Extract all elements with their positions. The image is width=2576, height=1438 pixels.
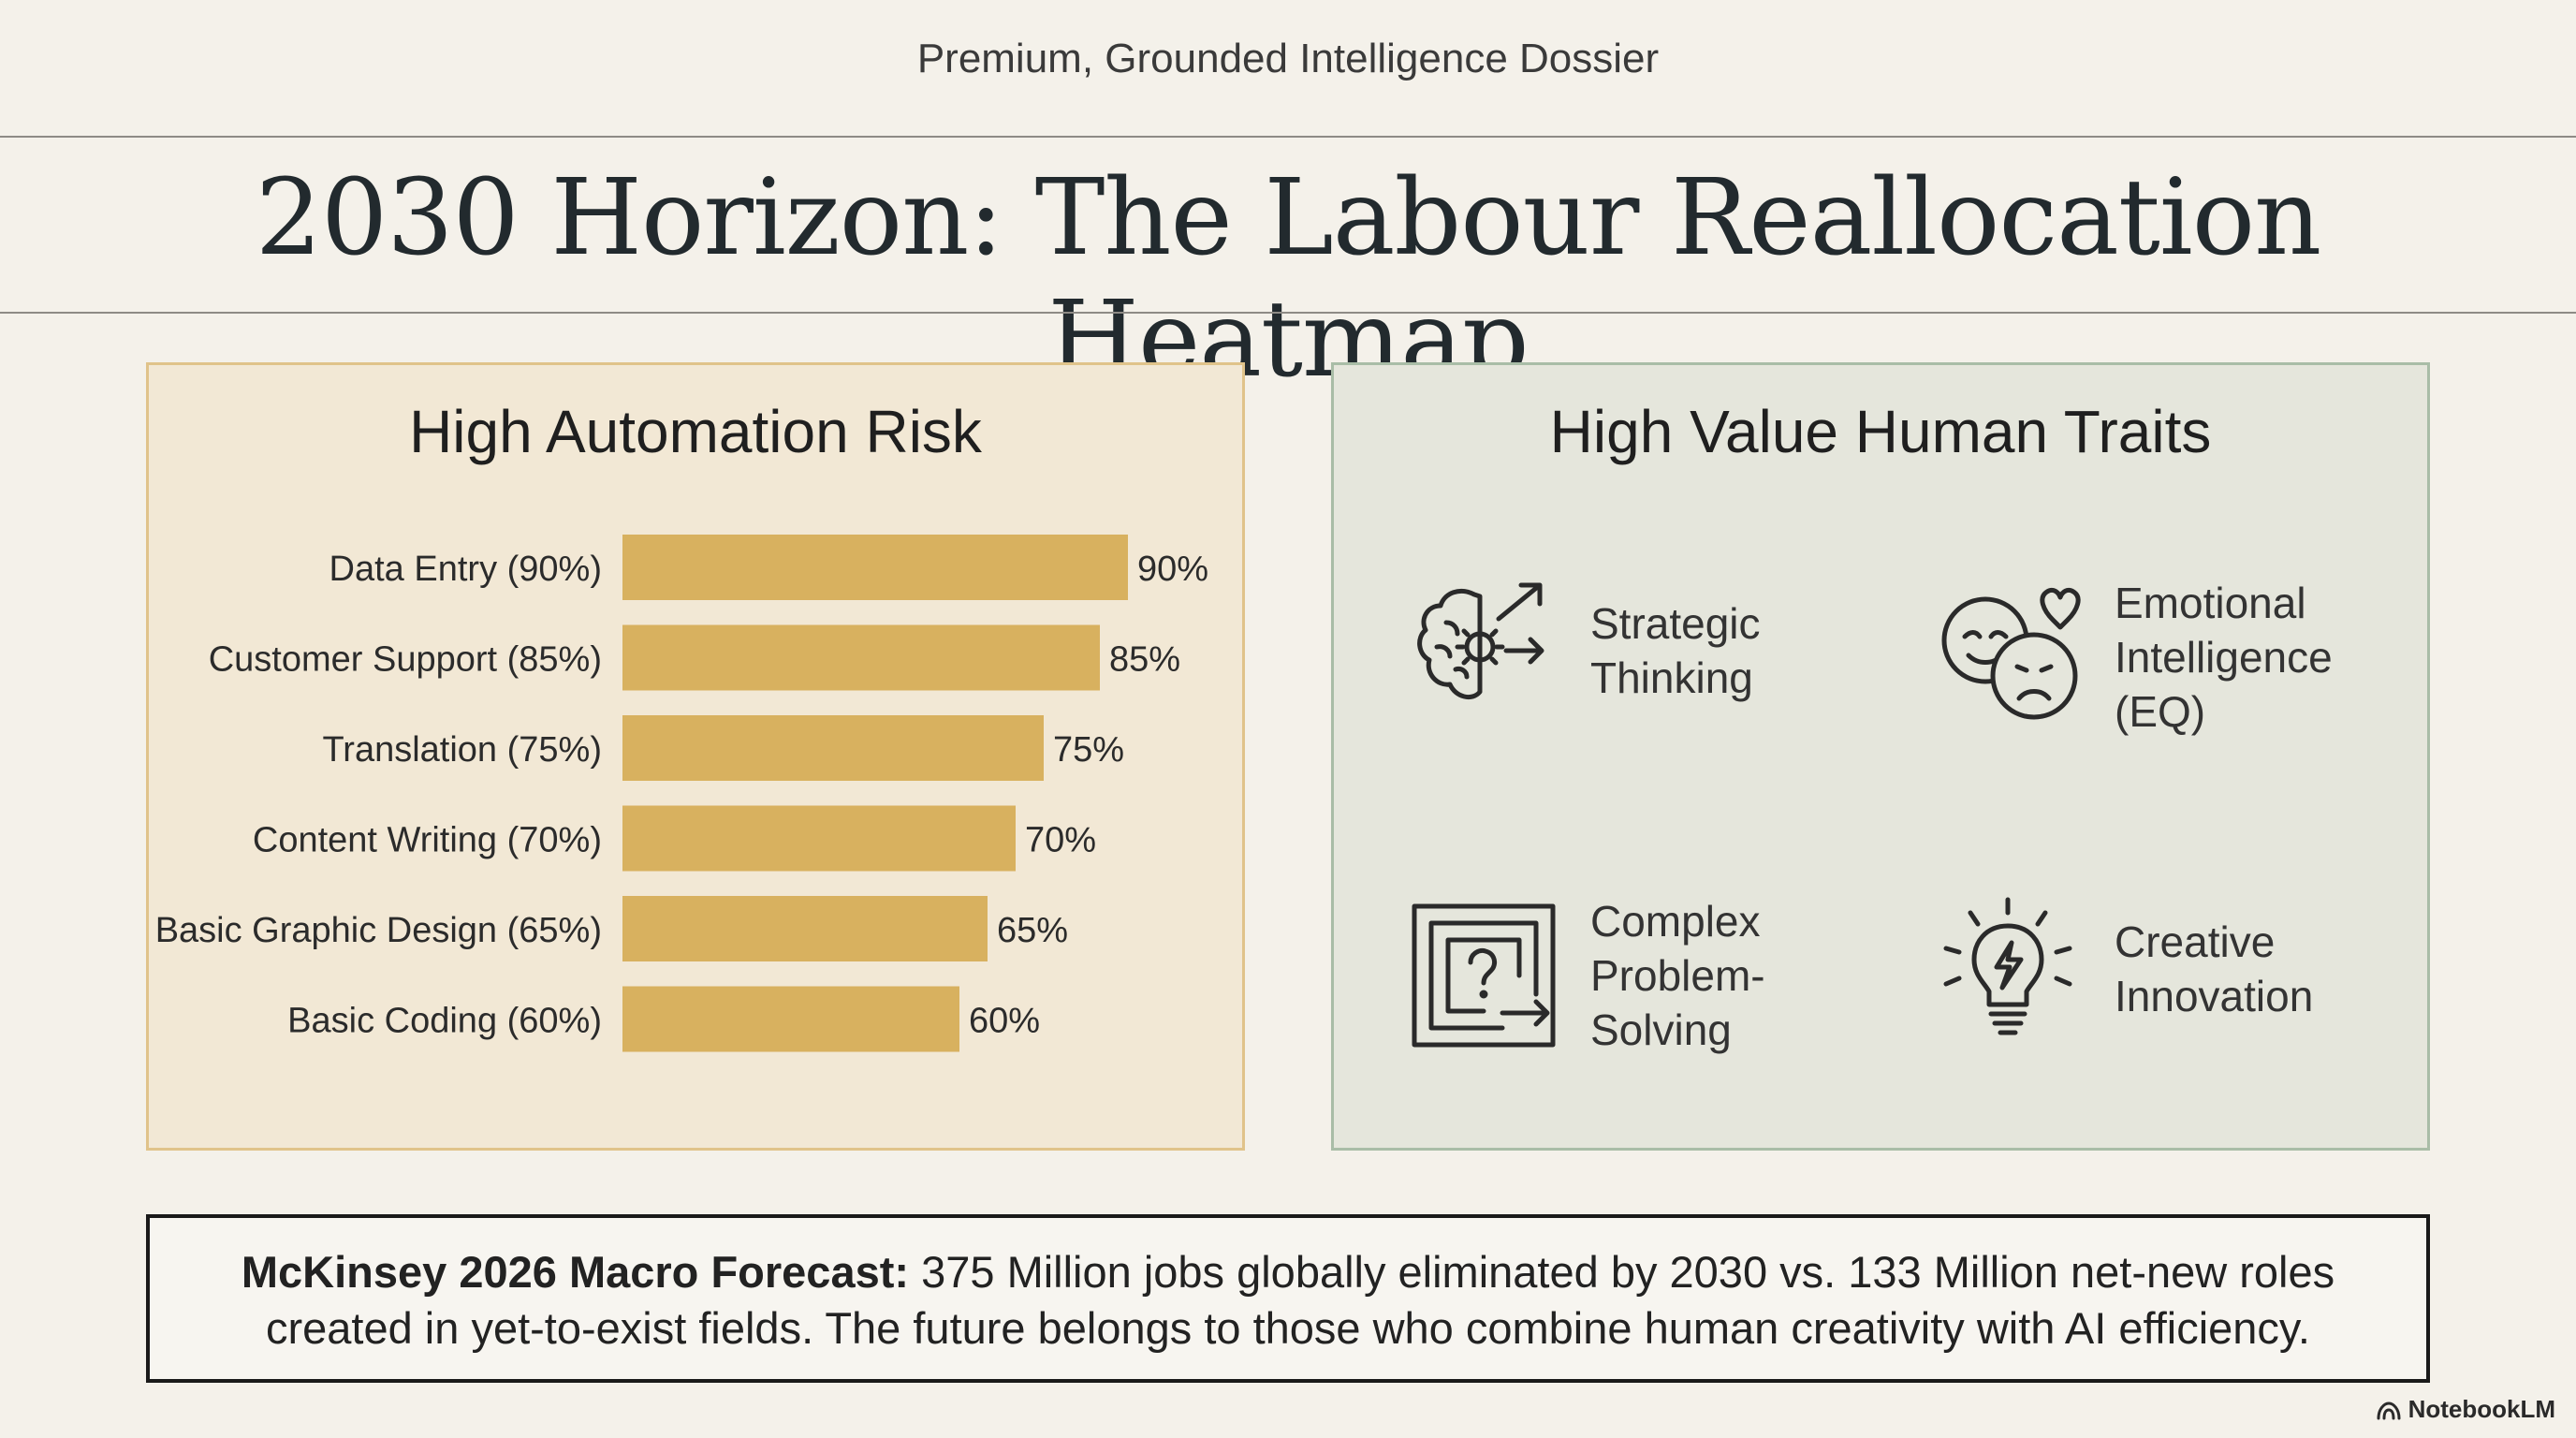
notebooklm-logo-icon [2377,1401,2401,1419]
bar-category-label: Translation (75%) [323,730,603,770]
bar-category-label: Data Entry (90%) [329,550,602,589]
faces-heart-icon [1941,587,2081,720]
bar [622,896,988,961]
bar-category-label: Basic Coding (60%) [287,1002,602,1041]
bar [622,986,959,1052]
brand-name: NotebookLM [2408,1395,2555,1423]
bar-value-label: 60% [969,1002,1040,1041]
bar-category-label: Basic Graphic Design (65%) [155,911,602,950]
automation-risk-chart: Data Entry (90%) 90% Customer Support (85%… [155,535,1208,1052]
human-traits-panel: High Value Human Traits Strategic Thinki… [1331,362,2430,1151]
brand-badge: NotebookLM [2375,1395,2555,1424]
bar [622,715,1044,781]
bar-value-label: 90% [1137,550,1208,589]
forecast-body: 375 Million jobs globally eliminated by … [265,1247,2335,1353]
automation-risk-panel: High Automation Risk Data Entry (90%) 90%… [146,362,1245,1151]
header-rule-bottom [0,312,2576,314]
trait-emotional-intelligence: Emotional Intelligence (EQ) [1933,576,2395,739]
automation-risk-title: High Automation Risk [409,398,982,465]
bar-value-label: 70% [1025,821,1096,860]
trait-label: Emotional Intelligence (EQ) [2115,579,2333,736]
trait-label: Creative Innovation [2115,917,2314,1020]
forecast-lead: McKinsey 2026 Macro Forecast: [241,1247,910,1297]
lightbulb-bolt-icon [1943,897,2072,1035]
bar-category-label: Content Writing (70%) [253,821,602,860]
trait-label: Complex Problem-Solving [1590,897,1765,1054]
page-title: 2030 Horizon: The Labour Reallocation He… [255,157,2322,401]
header-rule-top [0,136,2576,138]
brain-gear-icon [1417,582,1544,700]
trait-label: Strategic Thinking [1590,599,1761,702]
trait-complex-problem-solving: Complex Problem-Solving [1409,894,1871,1057]
bar [622,624,1100,691]
bar-value-label: 75% [1053,730,1124,770]
bar-value-label: 85% [1109,640,1180,680]
trait-creative-innovation: Creative Innovation [1933,894,2395,1044]
trait-strategic-thinking: Strategic Thinking [1409,576,1871,726]
bar [622,535,1128,600]
forecast-callout: McKinsey 2026 Macro Forecast: 375 Millio… [146,1214,2430,1383]
bar-category-label: Customer Support (85%) [209,640,602,680]
bar [622,805,1016,872]
human-traits-title: High Value Human Traits [1549,398,2212,465]
dossier-kicker: Premium, Grounded Intelligence Dossier [916,36,1660,81]
bar-value-label: 65% [997,911,1068,950]
maze-question-icon [1412,903,1556,1048]
